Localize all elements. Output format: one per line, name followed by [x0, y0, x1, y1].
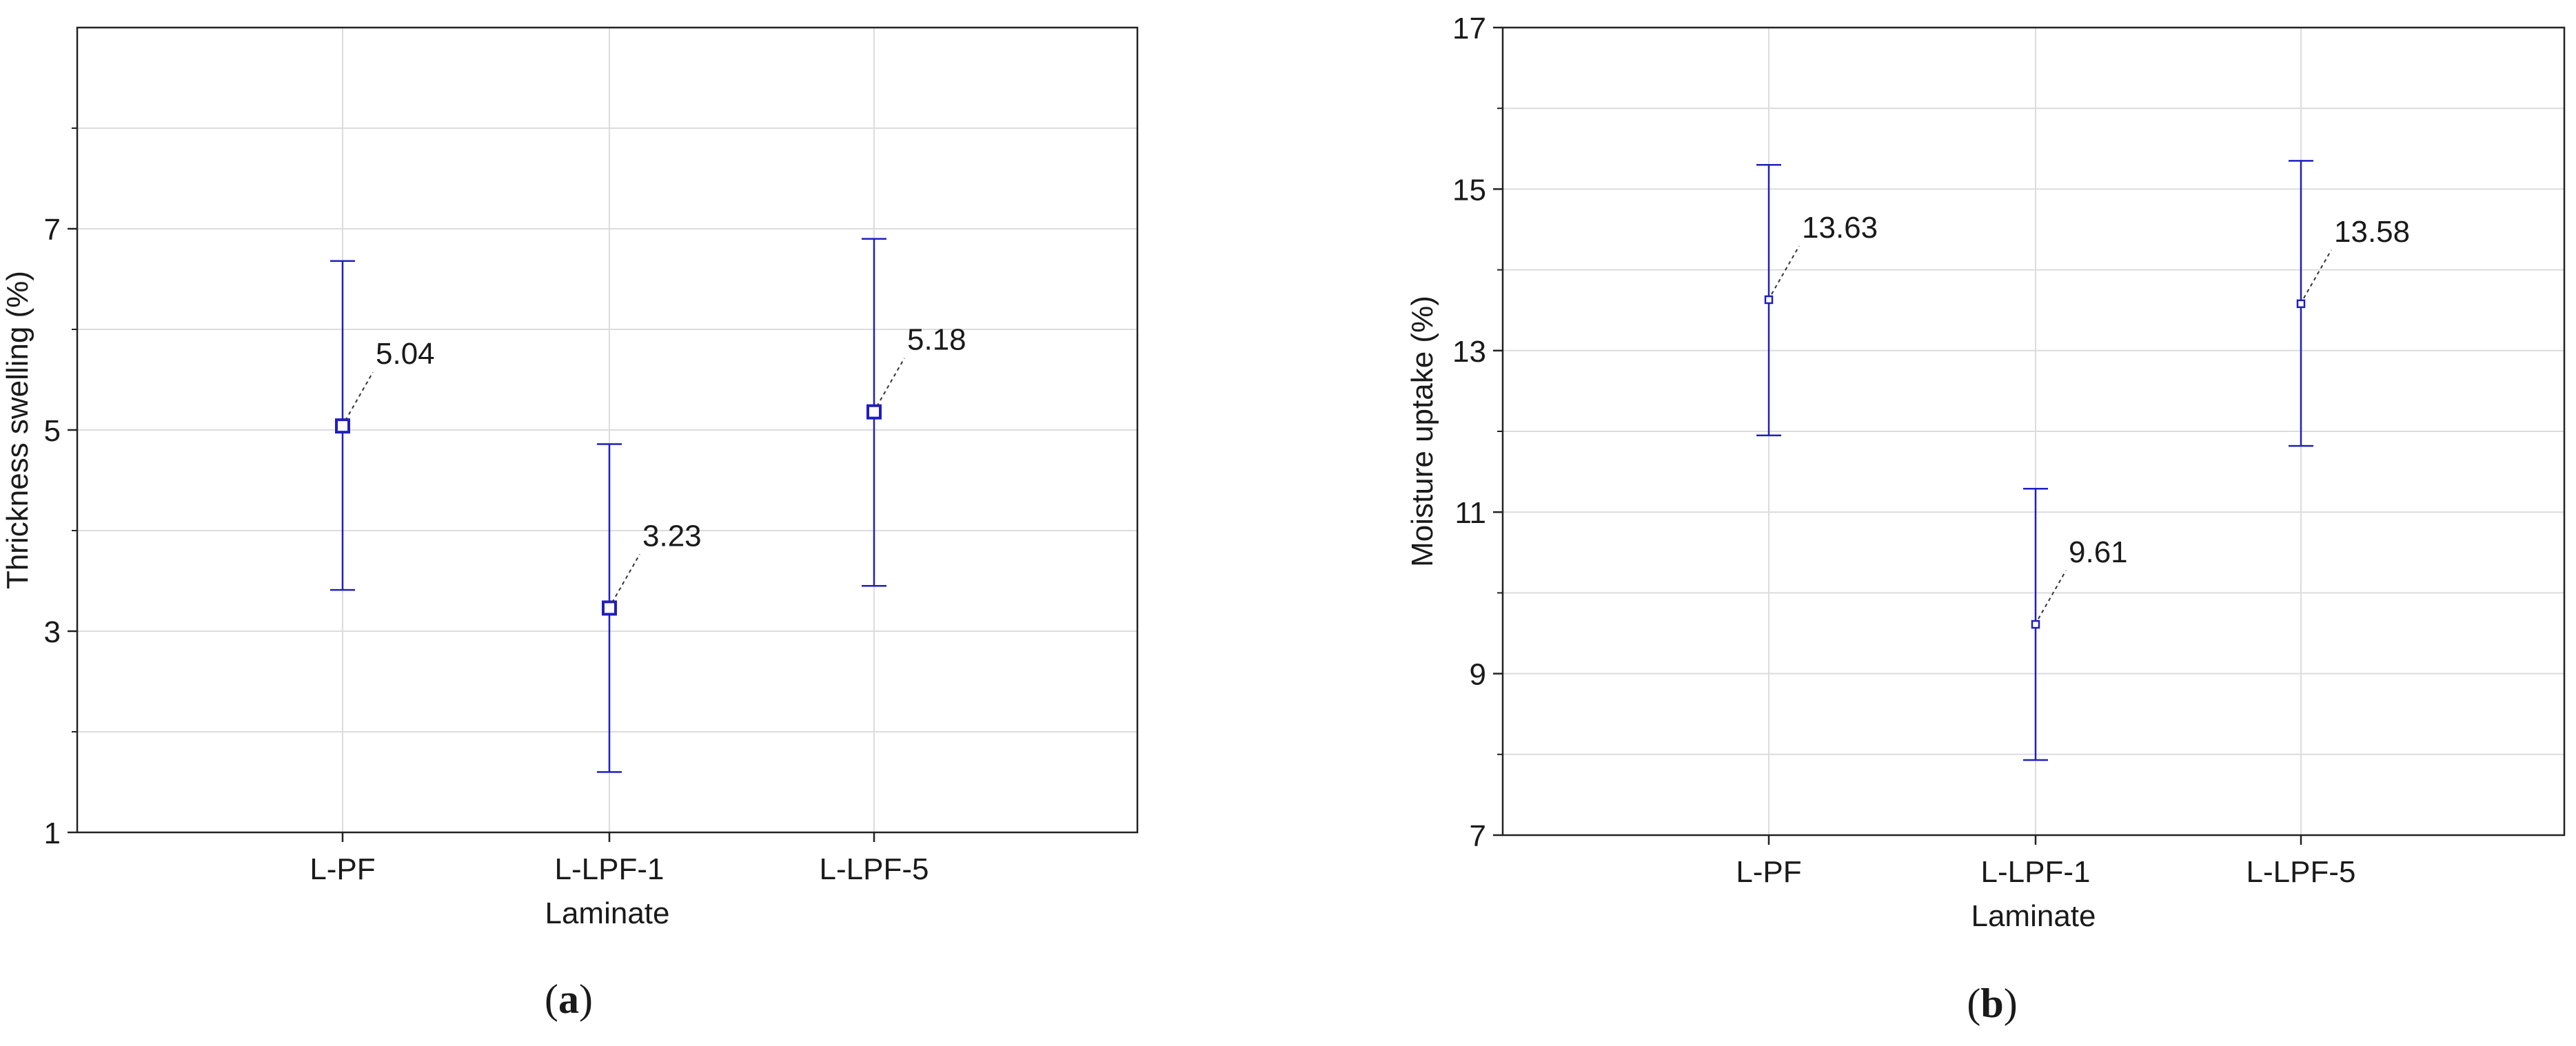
- y-tick-label: 13: [1452, 335, 1486, 369]
- chart-panel-a: 1 3 5 7 L-PF L-LPF-1 L-LPF-5 Laminate Thrickness…: [1, 26, 1139, 1022]
- x-axis-label: Laminate: [1971, 899, 2096, 933]
- panel-label: (b): [1967, 981, 2017, 1026]
- data-label: 5.18: [907, 323, 966, 357]
- y-tick-label: 9: [1470, 658, 1486, 692]
- data-label: 13.58: [2334, 215, 2410, 249]
- chart-panel-b: 7 9 11 13 15 17 L-PF L-LPF-1 L-LPF-5 Laminate Mois…: [1406, 12, 2566, 1026]
- y-axis-label: Thrickness swelling (%): [1, 271, 34, 589]
- mean-marker: [2296, 299, 2306, 309]
- y-tick-label: 15: [1452, 173, 1486, 207]
- x-tick-label: L-LPF-1: [1981, 855, 2091, 889]
- x-tick-label: L-LPF-5: [2247, 855, 2356, 889]
- x-tick-label: L-LPF-5: [820, 852, 929, 886]
- label-leader: [1771, 245, 1800, 295]
- y-axis-label: Moisture uptake (%): [1406, 296, 1439, 567]
- label-leader: [345, 371, 374, 421]
- label-leader: [611, 553, 640, 603]
- y-tick-label: 7: [1470, 819, 1486, 853]
- x-tick-label: L-PF: [310, 852, 375, 886]
- y-tick-label: 5: [44, 414, 61, 448]
- y-tick-label: 11: [1454, 496, 1486, 530]
- mean-marker: [866, 404, 882, 420]
- mean-marker: [2031, 619, 2040, 629]
- x-tick-label: L-LPF-1: [555, 852, 665, 886]
- data-label: 3.23: [642, 519, 702, 553]
- y-tick-label: 1: [44, 817, 61, 850]
- mean-marker: [1764, 295, 1774, 305]
- panel-label: (a): [545, 976, 593, 1022]
- x-axis-label: Laminate: [545, 896, 669, 930]
- label-leader: [876, 358, 905, 407]
- mean-marker: [335, 418, 350, 434]
- label-leader: [2038, 570, 2067, 619]
- y-tick-label: 3: [44, 615, 61, 649]
- x-tick-label: L-PF: [1736, 855, 1801, 889]
- y-tick-label: 17: [1452, 12, 1486, 45]
- data-label: 13.63: [1802, 211, 1878, 245]
- data-label: 9.61: [2069, 535, 2128, 569]
- data-label: 5.04: [376, 337, 435, 371]
- label-leader: [2303, 249, 2332, 299]
- y-tick-label: 7: [44, 213, 61, 247]
- mean-marker: [602, 600, 617, 616]
